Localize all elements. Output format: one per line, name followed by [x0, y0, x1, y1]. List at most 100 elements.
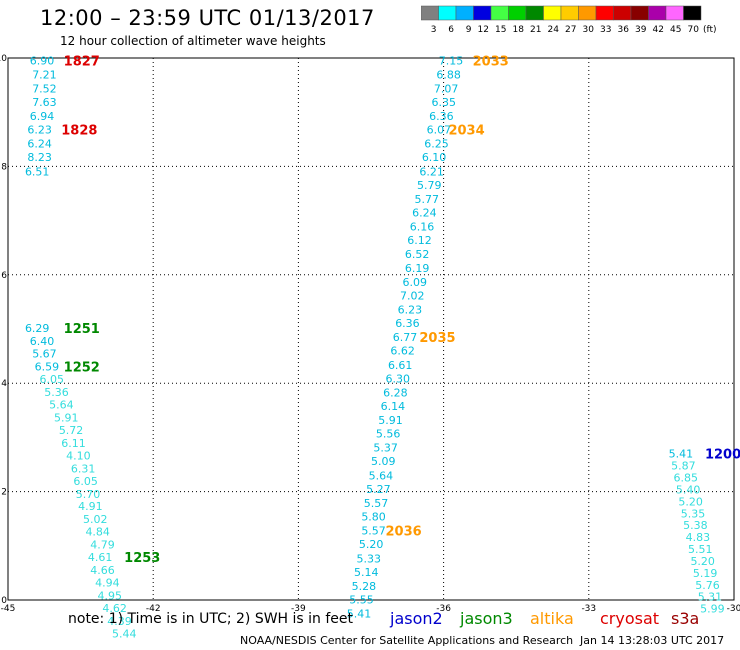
colorbar-unit: (ft): [703, 25, 717, 35]
wave-height-value: 6.61: [388, 359, 413, 372]
wave-height-value: 7.21: [32, 68, 57, 81]
wave-height-value: 6.23: [27, 124, 52, 137]
wave-height-value: 4.62: [102, 602, 127, 615]
legend-jason2: jason2: [390, 609, 443, 628]
pass-time-label: 1827: [64, 55, 100, 70]
wave-height-value: 6.59: [35, 360, 60, 373]
colorbar-swatch: [683, 5, 702, 21]
pass-time-label: 2036: [386, 525, 422, 540]
wave-height-value: 6.24: [412, 206, 437, 219]
pass-time-label: 1252: [64, 360, 100, 375]
wave-height-value: 5.72: [59, 424, 84, 437]
wave-height-value: 7.52: [32, 82, 57, 95]
pass-time-label: 1828: [61, 124, 97, 139]
wave-height-value: 7.02: [400, 289, 425, 302]
wave-height-value: 4.66: [90, 564, 115, 577]
wave-height-value: 5.31: [698, 591, 723, 604]
x-tick-label: -42: [146, 604, 161, 614]
wave-height-value: 5.76: [695, 579, 720, 592]
wave-height-value: 6.24: [27, 138, 52, 151]
wave-height-value: 5.87: [671, 460, 696, 473]
wave-height-value: 4.94: [95, 577, 120, 590]
wave-height-value: 6.40: [30, 335, 54, 348]
wave-height-value: 5.99: [700, 603, 725, 616]
wave-height-value: 6.31: [71, 462, 96, 475]
wave-height-value: 6.36: [429, 110, 454, 123]
wave-height-value: 6.05: [73, 475, 98, 488]
wave-height-value: 5.57: [364, 497, 389, 510]
wave-height-value: 5.79: [417, 179, 442, 192]
wave-height-value: 6.62: [390, 345, 415, 358]
wave-height-value: 5.28: [352, 580, 377, 593]
pass-time-label: 1251: [64, 322, 100, 337]
wave-height-value: 6.90: [30, 55, 54, 68]
y-tick-label: 10: [0, 54, 7, 64]
wave-height-value: 4.84: [85, 526, 110, 539]
wave-height-value: 6.36: [395, 317, 420, 330]
wave-height-value: 5.37: [373, 442, 398, 455]
wave-height-value: 5.56: [376, 428, 401, 441]
y-tick-label: 2: [1, 488, 7, 498]
wave-height-value: 5.35: [681, 507, 706, 520]
wave-height-value: 6.07: [427, 124, 452, 137]
map-subtitle: 12 hour collection of altimeter wave hei…: [60, 34, 326, 48]
colorbar-label: 42: [653, 25, 664, 35]
x-tick-label: -33: [581, 604, 596, 614]
wave-height-value: 4.83: [686, 531, 711, 544]
wave-height-value: 5.70: [76, 488, 101, 501]
wave-height-value: 6.12: [407, 234, 432, 247]
colorbar-label: 12: [478, 25, 489, 35]
wave-height-value: 7.07: [434, 82, 459, 95]
y-tick-label: 4: [1, 379, 7, 389]
colorbar-label: 27: [565, 25, 576, 35]
y-tick-label: 8: [1, 162, 7, 172]
wave-height-value: 6.16: [410, 221, 435, 234]
legend-jason3: jason3: [460, 609, 513, 628]
wave-height-value: 6.05: [39, 373, 64, 386]
colorbar-label: 36: [618, 25, 630, 35]
colorbar-label: 33: [600, 25, 611, 35]
legend-altika: altika: [530, 609, 574, 628]
colorbar-label: 18: [513, 25, 525, 35]
wave-height-value: 5.27: [366, 483, 391, 496]
colorbar-label: 9: [466, 25, 472, 35]
map-title: 12:00 – 23:59 UTC 01/13/2017: [40, 6, 375, 30]
wave-height-value: 6.52: [405, 248, 430, 261]
wave-height-value: 8.23: [27, 151, 52, 164]
x-tick-label: -36: [436, 604, 451, 614]
wave-height-value: 5.91: [378, 414, 403, 427]
wave-height-value: 4.10: [66, 449, 91, 462]
wave-height-value: 6.23: [398, 303, 423, 316]
wave-height-value: 6.51: [25, 165, 50, 178]
colorbar-label: 70: [688, 25, 700, 35]
wave-height-value: 6.10: [422, 151, 447, 164]
map-frame: [7, 57, 735, 601]
colorbar-label: 15: [495, 25, 506, 35]
wave-height-value: 5.91: [54, 411, 78, 424]
wave-height-value: 5.19: [693, 567, 718, 580]
wave-height-value: 5.02: [83, 513, 108, 526]
colorbar-label: 6: [448, 25, 454, 35]
wave-height-value: 6.14: [381, 400, 406, 413]
track-1200: 5.415.876.855.405.205.355.384.835.515.20…: [669, 448, 740, 616]
legend-cryosat: cryosat: [600, 609, 660, 628]
wave-height-value: 5.40: [676, 483, 701, 496]
wave-height-value: 5.44: [112, 628, 137, 641]
y-tick-label: 0: [1, 596, 7, 606]
pass-time-label: 1200: [705, 448, 740, 463]
pass-time-label: 1253: [124, 551, 160, 566]
generated-timestamp: Jan 14 13:28:03 UTC 2017: [580, 634, 725, 647]
units-note: note: 1) Time is in UTC; 2) SWH is in fe…: [68, 611, 354, 627]
wave-height-value: 5.20: [678, 495, 703, 508]
wave-height-value: 5.77: [415, 193, 440, 206]
wave-height-value: 5.41: [347, 608, 372, 621]
wave-height-value: 6.77: [393, 331, 418, 344]
wave-height-value: 5.55: [349, 593, 374, 606]
wave-height-value: 6.35: [432, 96, 457, 109]
wave-height-value: 4.91: [78, 500, 103, 513]
colorbar-label: 39: [635, 25, 647, 35]
wave-height-value: 5.67: [32, 347, 57, 360]
wave-height-colorbar: 3 6 9 12 15 18 21 24 27 30 33 36 39 42 45 70 (ft): [421, 5, 717, 35]
wave-height-value: 4.95: [98, 590, 123, 603]
wave-height-value: 6.11: [61, 437, 86, 450]
